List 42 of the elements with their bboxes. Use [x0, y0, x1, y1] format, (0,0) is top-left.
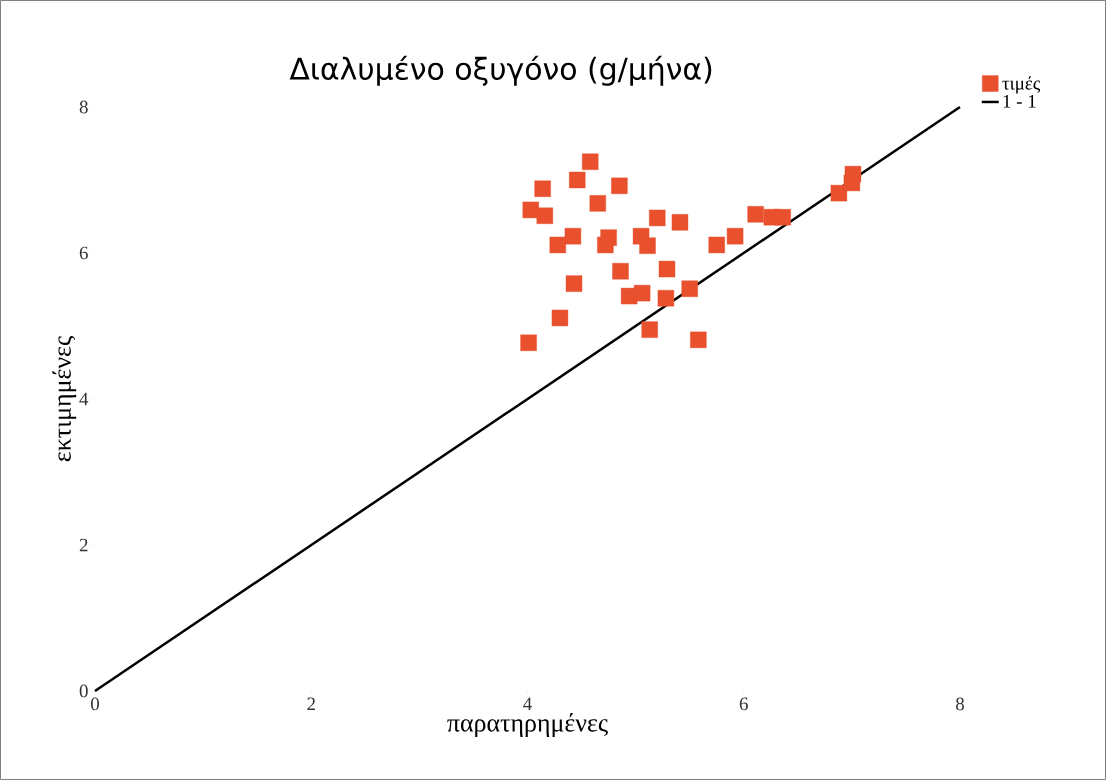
point: [534, 180, 551, 197]
x-tick-label: 6: [739, 697, 748, 711]
y-tick-label: 0: [79, 684, 88, 698]
x-tick-label: 8: [955, 697, 965, 711]
point: [641, 321, 658, 338]
point: [681, 280, 698, 297]
point: [536, 207, 554, 224]
point: [549, 236, 566, 254]
point: [671, 214, 689, 231]
point: [639, 237, 656, 254]
point: [649, 209, 666, 227]
point: [747, 206, 764, 223]
y-tick-label: 8: [79, 100, 88, 114]
point: [569, 171, 586, 189]
point: [551, 309, 569, 327]
point: [589, 195, 606, 212]
point: [600, 229, 617, 246]
point: [843, 174, 861, 192]
point: [657, 290, 675, 307]
point: [564, 228, 582, 245]
point: [565, 275, 583, 292]
y-tick-label: 2: [79, 538, 88, 552]
point: [774, 209, 791, 226]
y-tick-label: 6: [79, 246, 88, 260]
point: [658, 260, 676, 278]
legend-label: 1 - 1: [1003, 94, 1036, 108]
x-tick-label: 2: [307, 697, 315, 711]
point: [612, 263, 629, 280]
y-tick-label: 4: [79, 392, 89, 406]
point: [690, 331, 707, 349]
point: [633, 284, 651, 302]
legend-label: τιμές: [1002, 76, 1041, 94]
x-tick-label: 4: [523, 697, 532, 710]
point: [520, 334, 537, 351]
point: [611, 177, 628, 195]
point: [726, 228, 744, 245]
point: [582, 153, 599, 170]
x-tick-label: 0: [91, 697, 100, 711]
x-axis-title: παρατηρημένες: [447, 713, 608, 737]
y-axis-title: εκτιμημένες: [52, 336, 77, 462]
point: [708, 236, 725, 254]
chart-title: Διαλυμένο οξυγόνο (g/μήνα): [289, 55, 712, 86]
